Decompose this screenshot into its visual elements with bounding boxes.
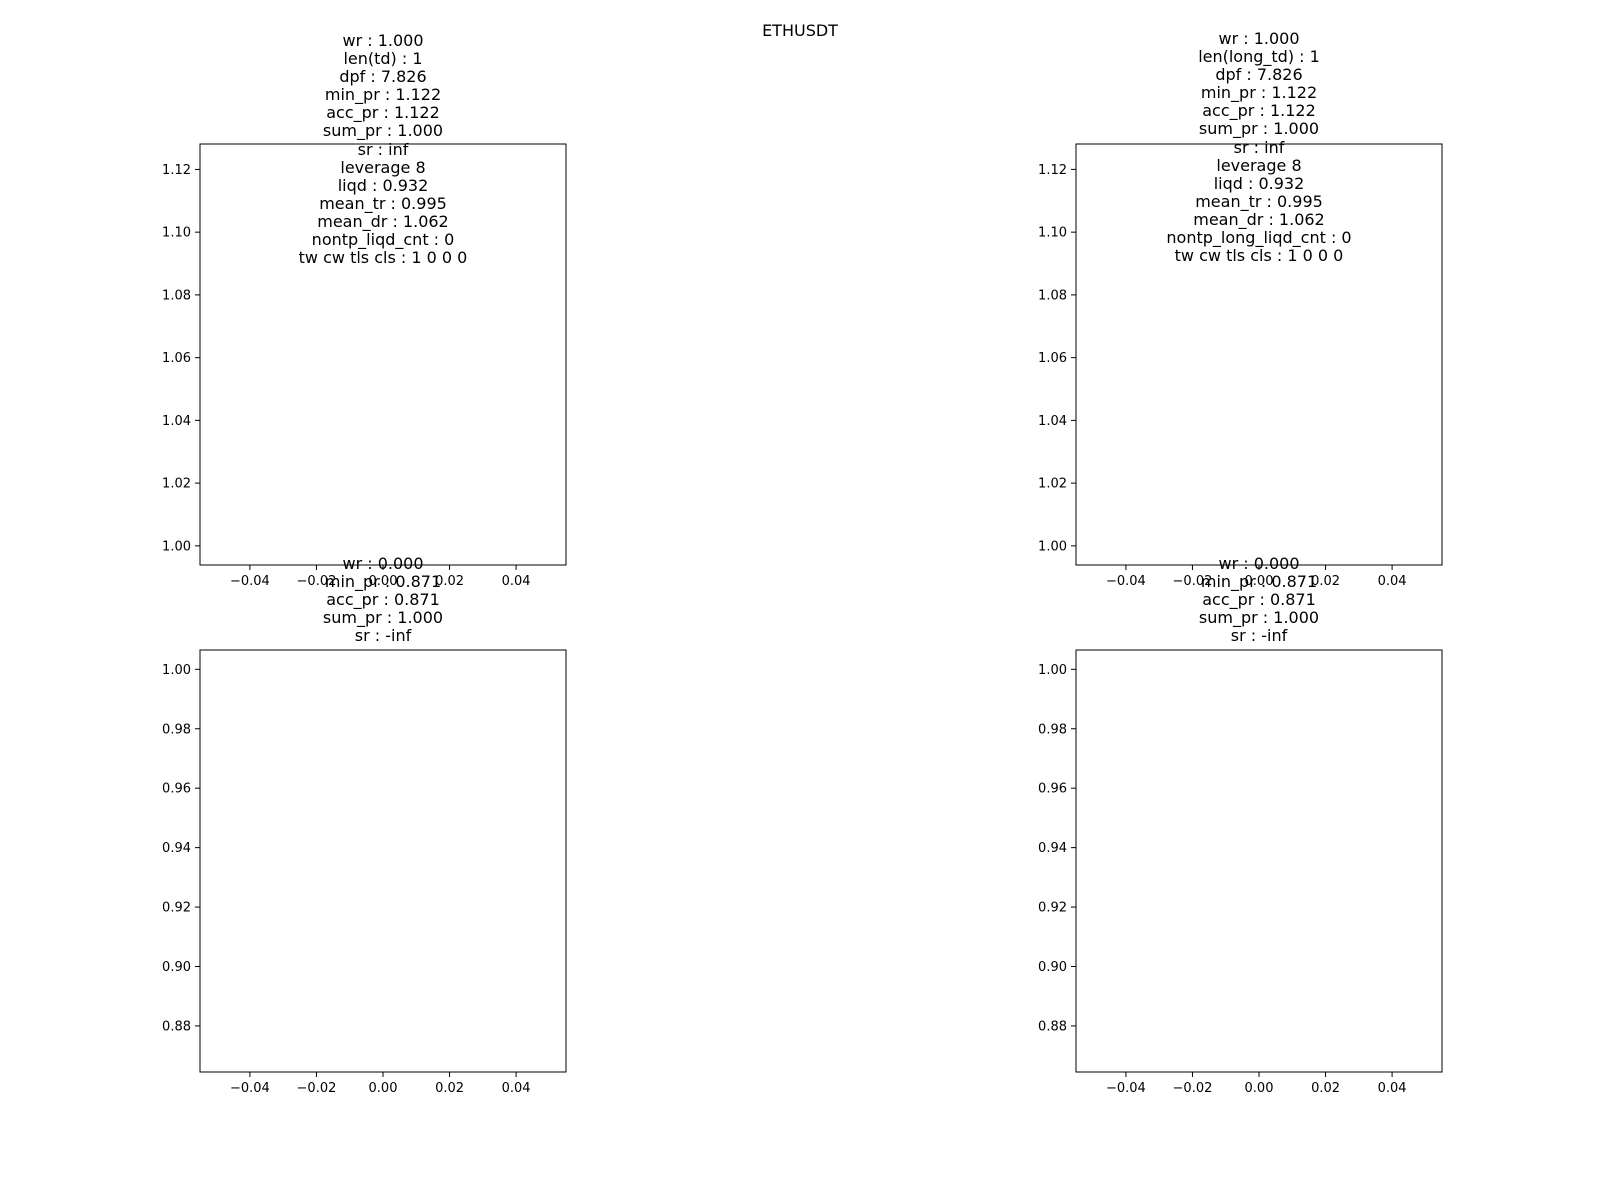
panel-title-line: wr : 1.000 (342, 31, 424, 50)
panel-title-line: acc_pr : 1.122 (326, 103, 440, 123)
panel-title-line: liqd : 0.932 (337, 175, 429, 195)
plot-area (1075, 649, 1443, 1073)
panel-title-line: sum_pr : 1.000 (322, 121, 444, 141)
x-tick-label: 0.00 (369, 1081, 398, 1096)
y-tick-label: 1.04 (1038, 414, 1067, 429)
y-tick-label: 1.06 (162, 351, 191, 366)
y-tick-label: 0.98 (1038, 722, 1067, 737)
panel-title-line: sr : -inf (1230, 626, 1288, 646)
panel-title-line: mean_tr : 0.995 (1195, 191, 1323, 211)
panel-title-top-right: wr : 1.000 len(long_td) : 1 dpf : 7.826 min… (1059, 29, 1459, 266)
panel-title-line: wr : 1.000 (1218, 29, 1300, 48)
y-tick-label: 1.00 (162, 539, 191, 554)
x-tick-label: −0.04 (1106, 1081, 1146, 1096)
panel-title-line: wr : 0.000 (342, 554, 424, 573)
y-tick-label: 1.10 (162, 226, 191, 241)
x-tick-label: −0.02 (297, 574, 337, 589)
panel-title-line: sr : inf (357, 139, 409, 159)
x-tick-label: −0.02 (1173, 574, 1213, 589)
y-tick-label: 0.90 (162, 960, 191, 975)
y-tick-label: 0.92 (162, 901, 191, 916)
panel-title-line: min_pr : 0.871 (324, 572, 442, 592)
y-tick-label: 0.94 (162, 841, 191, 856)
panel-title-line: acc_pr : 1.122 (1202, 101, 1316, 121)
x-tick-label: 0.00 (1245, 574, 1274, 589)
y-tick-label: 1.00 (1038, 539, 1067, 554)
y-tick-label: 0.88 (1038, 1019, 1067, 1034)
panel-title-line: min_pr : 1.122 (1200, 83, 1318, 103)
x-tick-label: 0.00 (1245, 1081, 1274, 1096)
panel-title-line: tw cw tls cls : 1 0 0 0 (1174, 246, 1344, 266)
panel-title-line: acc_pr : 0.871 (326, 590, 440, 610)
panel-title-line: sum_pr : 1.000 (1198, 608, 1320, 628)
y-tick-label: 1.06 (1038, 351, 1067, 366)
y-tick-label: 1.08 (1038, 288, 1067, 303)
plot-area (199, 143, 567, 566)
plot-area (199, 649, 567, 1073)
x-tick-label: 0.02 (1311, 574, 1340, 589)
y-tick-label: 0.88 (162, 1019, 191, 1034)
x-tick-label: −0.04 (1106, 574, 1146, 589)
panel-title-line: sum_pr : 1.000 (1198, 119, 1320, 139)
y-tick-label: 1.00 (1038, 663, 1067, 678)
panel-title-line: len(long_td) : 1 (1198, 47, 1320, 67)
panel-title-bottom-left: wr : 0.000 min_pr : 0.871 acc_pr : 0.871 su… (183, 554, 583, 646)
y-tick-label: 1.10 (1038, 226, 1067, 241)
panel-title-line: leverage 8 (1216, 155, 1302, 175)
x-tick-label: −0.04 (230, 1081, 270, 1096)
y-tick-label: 0.96 (162, 782, 191, 797)
x-tick-label: 0.00 (369, 574, 398, 589)
panel-title-line: wr : 0.000 (1218, 554, 1300, 573)
subplot-bottom-left: −0.04 −0.02 0.00 0.02 0.04 0.88 0.90 0.92 0.94 0.… (162, 649, 567, 1096)
panel-title-line: min_pr : 0.871 (1200, 572, 1318, 592)
x-tick-label: 0.04 (502, 574, 531, 589)
panel-title-line: leverage 8 (340, 157, 426, 177)
y-tick-label: 1.08 (162, 288, 191, 303)
y-tick-label: 1.02 (162, 477, 191, 492)
panel-title-line: sr : inf (1233, 137, 1285, 157)
subplot-top-left: −0.04 −0.02 0.00 0.02 0.04 1.00 1.02 1.04 1.06 1.… (162, 143, 567, 589)
panel-title-line: acc_pr : 0.871 (1202, 590, 1316, 610)
y-tick-label: 1.00 (162, 663, 191, 678)
x-tick-label: 0.04 (502, 1081, 531, 1096)
x-tick-label: 0.02 (435, 574, 464, 589)
x-tick-label: −0.04 (230, 574, 270, 589)
x-tick-label: 0.04 (1378, 574, 1407, 589)
panel-title-line: mean_dr : 1.062 (1193, 209, 1325, 229)
y-tick-label: 0.98 (162, 722, 191, 737)
panel-title-line: len(td) : 1 (343, 49, 423, 69)
panel-title-line: mean_dr : 1.062 (317, 211, 449, 231)
y-tick-label: 0.96 (1038, 782, 1067, 797)
panel-title-bottom-right: wr : 0.000 min_pr : 0.871 acc_pr : 0.871 su… (1059, 554, 1459, 646)
plot-area (1075, 143, 1443, 566)
subplot-top-right: −0.04 −0.02 0.00 0.02 0.04 1.00 1.02 1.04 1.06 1.… (1038, 143, 1443, 589)
x-tick-label: 0.04 (1378, 1081, 1407, 1096)
panel-title-line: sr : -inf (354, 626, 412, 646)
x-tick-label: 0.02 (435, 1081, 464, 1096)
panel-title-line: sum_pr : 1.000 (322, 608, 444, 628)
panel-title-top-left: wr : 1.000 len(td) : 1 dpf : 7.826 min_pr :… (183, 31, 583, 268)
y-tick-label: 1.04 (162, 414, 191, 429)
panel-title-line: mean_tr : 0.995 (319, 193, 447, 213)
subplot-bottom-right: −0.04 −0.02 0.00 0.02 0.04 0.88 0.90 0.92 0.94 0.… (1038, 649, 1443, 1096)
x-tick-label: −0.02 (297, 1081, 337, 1096)
x-tick-label: −0.02 (1173, 1081, 1213, 1096)
panel-title-line: tw cw tls cls : 1 0 0 0 (298, 248, 468, 268)
figure-title: ETHUSDT (762, 21, 838, 40)
y-tick-label: 0.92 (1038, 901, 1067, 916)
panel-title-line: dpf : 7.826 (339, 67, 427, 87)
y-tick-label: 0.94 (1038, 841, 1067, 856)
panel-title-line: min_pr : 1.122 (324, 85, 442, 105)
x-tick-label: 0.02 (1311, 1081, 1340, 1096)
y-tick-label: 1.12 (162, 163, 191, 178)
y-tick-label: 1.02 (1038, 477, 1067, 492)
y-tick-label: 1.12 (1038, 163, 1067, 178)
y-tick-label: 0.90 (1038, 960, 1067, 975)
panel-title-line: liqd : 0.932 (1213, 173, 1305, 193)
panel-title-line: nontp_liqd_cnt : 0 (311, 230, 455, 250)
panel-title-line: nontp_long_liqd_cnt : 0 (1166, 228, 1352, 248)
panel-title-line: dpf : 7.826 (1215, 65, 1303, 85)
